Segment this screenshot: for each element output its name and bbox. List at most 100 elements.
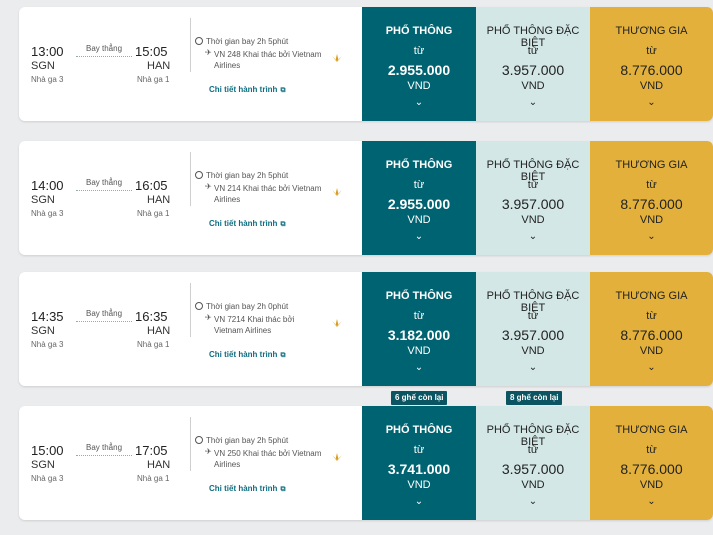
vietnam-airlines-lotus-icon	[331, 319, 343, 327]
economy-fare[interactable]: PHỔ THÔNG từ 3.182.000 VND ⌄	[362, 272, 476, 386]
fare-class-label: PHỔ THÔNG ĐẶC BIỆT	[486, 159, 580, 183]
flight-number-line1: VN 214 Khai thác bởi Vietnam	[214, 184, 322, 193]
arrival-terminal: Nhà ga 1	[137, 209, 170, 218]
from-label: từ	[646, 310, 657, 322]
currency-label: VND	[639, 479, 664, 491]
flight-duration: Thời gian bay 2h 0phút	[195, 302, 288, 311]
itinerary-details-link[interactable]: Chi tiết hành trình ⧉	[209, 85, 285, 95]
currency-label: VND	[521, 479, 545, 491]
clock-icon	[195, 436, 203, 444]
flight-duration: Thời gian bay 2h 5phút	[195, 436, 288, 445]
currency-label: VND	[407, 479, 431, 491]
departure-terminal: Nhà ga 3	[31, 340, 64, 349]
premium-economy-fare[interactable]: PHỔ THÔNG ĐẶC BIỆT từ 3.957.000 VND ⌄	[476, 7, 590, 121]
chevron-down-icon: ⌄	[528, 97, 538, 108]
flight-number-line2: Airlines	[214, 460, 241, 469]
economy-fare[interactable]: PHỔ THÔNG từ 3.741.000 VND ⌄	[362, 406, 476, 520]
plane-icon: ✈	[205, 182, 212, 191]
divider	[190, 18, 191, 72]
plane-icon: ✈	[205, 48, 212, 57]
from-label: từ	[646, 45, 657, 57]
flight-number-line2: Airlines	[214, 195, 241, 204]
itinerary-details-link[interactable]: Chi tiết hành trình ⧉	[209, 219, 285, 229]
currency-label: VND	[639, 214, 664, 226]
arrival-time: 16:35	[135, 309, 168, 324]
fare-class-label: PHỔ THÔNG ĐẶC BIỆT	[486, 290, 580, 314]
business-fare[interactable]: THƯƠNG GIA từ 8.776.000 VND ⌄	[590, 272, 713, 386]
fare-price: 8.776.000	[620, 196, 683, 212]
departure-time: 14:00	[31, 178, 64, 193]
fare-class-label: PHỔ THÔNG	[385, 25, 453, 37]
fare-class-label: THƯƠNG GIA	[615, 159, 688, 171]
plane-icon: ✈	[205, 447, 212, 456]
flight-card[interactable]: 15:00 SGN Nhà ga 3 Bay thẳng 17:05 HAN N…	[19, 406, 713, 520]
flight-card[interactable]: 13:00 SGN Nhà ga 3 Bay thẳng 15:05 HAN N…	[19, 7, 713, 121]
premium-economy-fare[interactable]: PHỔ THÔNG ĐẶC BIỆT từ 3.957.000 VND ⌄	[476, 406, 590, 520]
chevron-down-icon: ⌄	[528, 496, 538, 507]
business-fare[interactable]: THƯƠNG GIA từ 8.776.000 VND ⌄	[590, 7, 713, 121]
from-label: từ	[646, 179, 657, 191]
premium-economy-fare[interactable]: PHỔ THÔNG ĐẶC BIỆT từ 3.957.000 VND ⌄	[476, 141, 590, 255]
flight-number: ✈ VN 214 Khai thác bởi Vietnam Airlines	[205, 182, 334, 205]
fare-class-label: PHỔ THÔNG ĐẶC BIỆT	[486, 424, 580, 448]
business-fare[interactable]: THƯƠNG GIA từ 8.776.000 VND ⌄	[590, 406, 713, 520]
flight-number: ✈ VN 250 Khai thác bởi Vietnam Airlines	[205, 447, 334, 470]
currency-label: VND	[521, 80, 545, 92]
currency-label: VND	[407, 80, 431, 92]
fare-price: 3.957.000	[501, 196, 565, 212]
arrival-airport: HAN	[147, 459, 171, 471]
itinerary-details-label: Chi tiết hành trình	[209, 484, 278, 493]
itinerary-details-link[interactable]: Chi tiết hành trình ⧉	[209, 484, 285, 494]
arrival-time: 16:05	[135, 178, 168, 193]
departure-time: 14:35	[31, 309, 64, 324]
external-link-icon: ⧉	[280, 352, 286, 359]
divider	[190, 152, 191, 206]
from-label: từ	[527, 310, 539, 322]
chevron-down-icon: ⌄	[414, 496, 424, 507]
from-label: từ	[527, 45, 539, 57]
flight-number: ✈ VN 7214 Khai thác bởi Vietnam Airlines	[205, 313, 334, 336]
departure-time: 13:00	[31, 44, 64, 59]
chevron-down-icon: ⌄	[647, 231, 656, 242]
fare-class-label: THƯƠNG GIA	[615, 25, 688, 37]
itinerary-details-link[interactable]: Chi tiết hành trình ⧉	[209, 350, 285, 360]
flight-card[interactable]: 14:35 SGN Nhà ga 3 Bay thẳng 16:35 HAN N…	[19, 272, 713, 386]
from-label: từ	[413, 45, 425, 57]
clock-icon	[195, 37, 203, 45]
chevron-down-icon: ⌄	[414, 97, 424, 108]
external-link-icon: ⧉	[280, 221, 286, 228]
flight-number: ✈ VN 248 Khai thác bởi Vietnam Airlines	[205, 48, 334, 71]
flight-card[interactable]: 14:00 SGN Nhà ga 3 Bay thẳng 16:05 HAN N…	[19, 141, 713, 255]
vietnam-airlines-lotus-icon	[331, 54, 343, 62]
vietnam-airlines-lotus-icon	[331, 453, 343, 461]
fare-price: 8.776.000	[620, 461, 683, 477]
route-line	[76, 190, 132, 191]
currency-label: VND	[639, 80, 664, 92]
fare-price: 3.957.000	[501, 62, 565, 78]
from-label: từ	[413, 310, 425, 322]
flight-number-line2: Airlines	[214, 61, 241, 70]
fare-price: 3.957.000	[501, 461, 565, 477]
business-fare[interactable]: THƯƠNG GIA từ 8.776.000 VND ⌄	[590, 141, 713, 255]
flight-info: 15:00 SGN Nhà ga 3 Bay thẳng 17:05 HAN N…	[19, 406, 362, 520]
departure-terminal: Nhà ga 3	[31, 209, 64, 218]
flight-number-line1: VN 248 Khai thác bởi Vietnam	[214, 50, 322, 59]
seats-left-badge: 6 ghế còn lại	[391, 391, 448, 405]
fare-price: 2.955.000	[387, 196, 451, 212]
premium-economy-fare[interactable]: PHỔ THÔNG ĐẶC BIỆT từ 3.957.000 VND ⌄	[476, 272, 590, 386]
departure-time: 15:00	[31, 443, 64, 458]
economy-fare[interactable]: PHỔ THÔNG từ 2.955.000 VND ⌄	[362, 7, 476, 121]
itinerary-details-label: Chi tiết hành trình	[209, 219, 278, 228]
currency-label: VND	[639, 345, 664, 357]
fare-price: 3.741.000	[387, 461, 451, 477]
flight-number-line1: VN 250 Khai thác bởi Vietnam	[214, 449, 322, 458]
chevron-down-icon: ⌄	[528, 362, 538, 373]
chevron-down-icon: ⌄	[647, 496, 656, 507]
flight-number-line2: Vietnam Airlines	[214, 326, 272, 335]
fare-class-label: THƯƠNG GIA	[615, 290, 688, 302]
economy-fare[interactable]: PHỔ THÔNG từ 2.955.000 VND ⌄	[362, 141, 476, 255]
external-link-icon: ⧉	[280, 87, 286, 94]
chevron-down-icon: ⌄	[528, 231, 538, 242]
currency-label: VND	[407, 214, 431, 226]
fare-class-label: PHỔ THÔNG	[385, 159, 453, 171]
